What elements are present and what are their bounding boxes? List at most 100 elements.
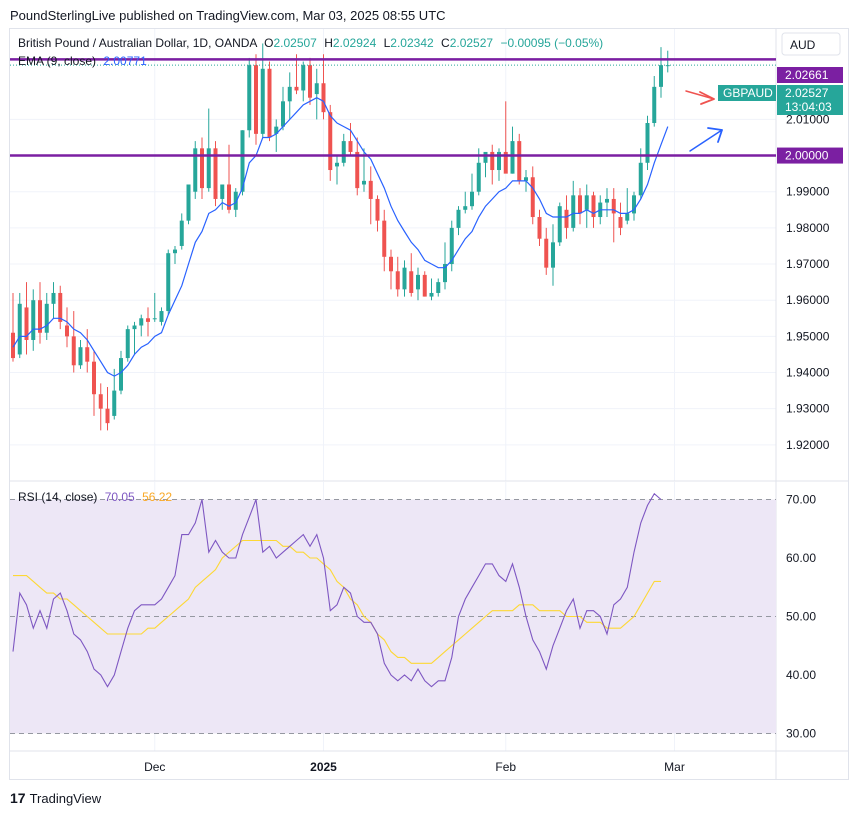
candle — [503, 101, 508, 174]
footer: 17 TradingView — [10, 790, 101, 806]
candle — [85, 329, 90, 373]
candle — [659, 47, 663, 98]
blue-arrow-icon — [689, 127, 723, 152]
rsi-tick-label: 50.00 — [786, 610, 816, 624]
candle — [632, 191, 636, 221]
publisher-caption: PoundSterlingLive published on TradingVi… — [10, 8, 446, 23]
svg-text:2.02527: 2.02527 — [785, 86, 829, 100]
candle — [220, 184, 225, 210]
resistance-price-tag: 2.02661 — [777, 67, 843, 83]
currency-label: AUD — [790, 38, 816, 52]
candle — [11, 292, 15, 362]
rsi-line — [12, 492, 662, 688]
candle — [382, 209, 387, 272]
candle — [571, 180, 576, 232]
candle — [409, 253, 414, 297]
candle — [287, 72, 292, 120]
candle — [31, 289, 36, 351]
candle — [497, 148, 501, 181]
candle — [551, 224, 555, 286]
candle — [537, 209, 542, 246]
rsi-legend[interactable]: RSI (14, close) 70.05 56.22 — [18, 490, 172, 504]
candle — [38, 282, 42, 344]
ema-legend[interactable]: EMA (9, close) 2.00771 — [18, 54, 147, 68]
candle — [652, 76, 657, 127]
candle — [557, 202, 562, 246]
candle — [456, 206, 461, 236]
candle — [510, 126, 515, 174]
candle — [395, 256, 400, 297]
price-tick-label: 1.93000 — [786, 402, 830, 416]
candle — [611, 188, 616, 243]
candles — [11, 43, 670, 431]
candle — [463, 191, 468, 214]
candle — [17, 292, 22, 359]
candle — [368, 166, 373, 225]
candle — [179, 213, 184, 250]
candle — [98, 383, 103, 431]
svg-text:2.00000: 2.00000 — [785, 149, 829, 163]
candle — [58, 285, 63, 330]
candle — [44, 292, 49, 340]
candle — [348, 123, 353, 156]
candle — [71, 311, 76, 373]
candle — [146, 307, 150, 337]
rsi-tick-label: 60.00 — [786, 551, 816, 565]
currency-button[interactable] — [781, 32, 841, 56]
candle — [139, 314, 144, 337]
candle — [294, 54, 299, 95]
svg-text:2.02661: 2.02661 — [785, 68, 829, 82]
rsi-tick-label: 40.00 — [786, 668, 816, 682]
candle — [625, 188, 630, 225]
candle — [517, 133, 522, 185]
svg-text:GBPAUD: GBPAUD — [723, 86, 773, 100]
candle — [132, 321, 137, 355]
candle — [328, 104, 333, 181]
candle — [247, 57, 252, 138]
main-pane[interactable] — [10, 29, 776, 481]
candle — [544, 227, 549, 275]
candle — [206, 108, 211, 192]
candle — [335, 155, 339, 185]
candle — [274, 119, 279, 152]
candle — [645, 115, 650, 171]
time-axis-labels[interactable]: Dec 2025 Feb Mar — [144, 760, 685, 774]
price-tick-label: 2.01000 — [786, 112, 830, 126]
candle — [213, 141, 218, 207]
candle — [166, 249, 171, 315]
chart-frame[interactable]: British Pound / Australian Dollar, 1D, O… — [9, 28, 849, 780]
tradingview-logo-icon: 17 — [10, 790, 26, 806]
candle — [159, 307, 164, 326]
candle — [470, 173, 474, 210]
price-tick-label: 1.98000 — [786, 221, 830, 235]
chart-canvas[interactable]: British Pound / Australian Dollar, 1D, O… — [10, 29, 848, 779]
candle — [78, 339, 83, 369]
symbol-legend: British Pound / Australian Dollar, 1D, O… — [18, 36, 603, 50]
candle — [355, 137, 360, 196]
candle — [240, 130, 245, 196]
candle — [314, 68, 319, 120]
candle — [618, 202, 623, 236]
candle — [173, 245, 177, 265]
candle — [24, 282, 29, 355]
price-tick-label: 1.99000 — [786, 185, 830, 199]
price-tick-label: 1.95000 — [786, 329, 830, 343]
time-tick-label: Dec — [144, 760, 165, 774]
candle — [665, 50, 670, 73]
candle — [152, 292, 157, 322]
candle — [591, 191, 596, 228]
candle — [281, 86, 285, 131]
candle — [112, 368, 117, 420]
rsi-axis-labels[interactable]: 30.00 40.00 50.00 60.00 70.00 — [786, 493, 816, 741]
candle — [402, 260, 407, 297]
candle — [186, 184, 191, 225]
candle — [490, 144, 495, 185]
candle — [92, 350, 96, 416]
candle — [308, 57, 312, 105]
candle — [605, 188, 609, 218]
candle — [578, 188, 582, 225]
time-tick-label: 2025 — [310, 760, 337, 774]
candle — [449, 220, 454, 272]
candle — [321, 54, 326, 120]
last-price-tag: 2.02527 13:04:03 — [777, 85, 843, 115]
